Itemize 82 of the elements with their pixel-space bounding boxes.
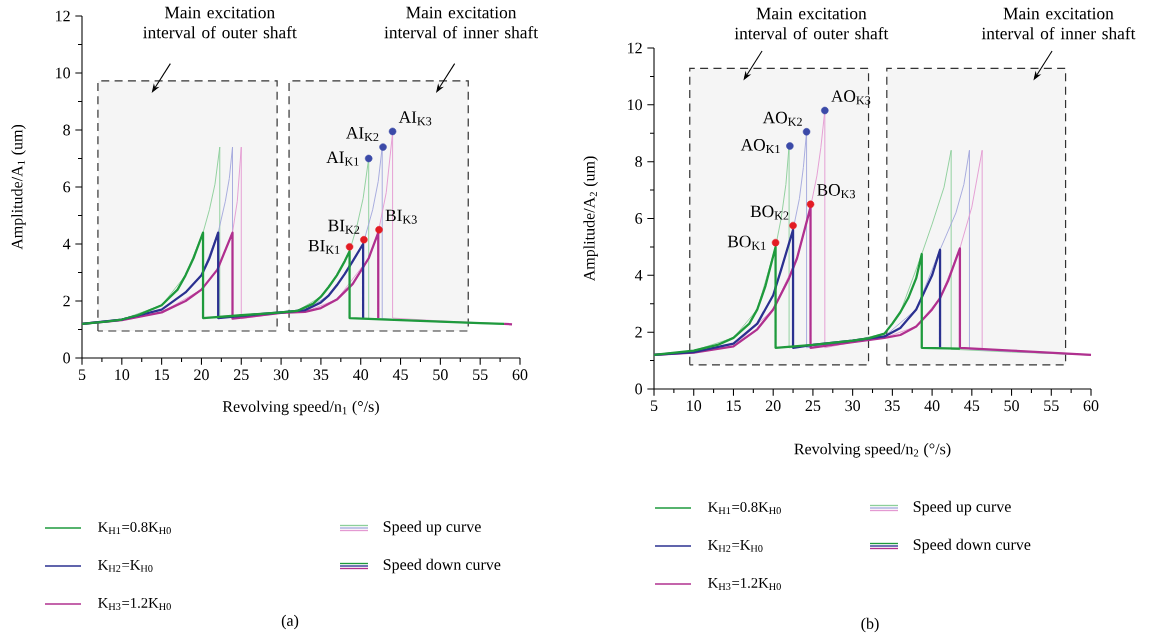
x-tick-label: 15	[155, 369, 170, 381]
x-axis-title: Revolving speed/n$_{1}$ (°/s)	[222, 400, 379, 416]
text: Speed down curve	[383, 558, 501, 574]
legend-label: K$_{H2}$=K$_{H0}$	[708, 540, 763, 552]
point	[786, 142, 794, 150]
y-tick-label: 12	[56, 10, 70, 22]
text: Speed up curve	[913, 500, 1011, 516]
legend-label: K$_{H3}$=1.2K$_{H0}$	[98, 598, 171, 610]
text: Speed up curve	[383, 520, 481, 536]
point	[388, 127, 397, 136]
x-tick-label: 45	[964, 400, 980, 412]
x-tick-label: 40	[353, 369, 369, 381]
point	[345, 243, 354, 251]
y-tick-label: 8	[63, 124, 71, 136]
annotation: AI$_{K2}$	[346, 127, 379, 142]
point	[364, 154, 373, 163]
y-tick-label: 8	[635, 156, 643, 168]
x-tick-label: 60	[512, 369, 528, 381]
point	[360, 235, 368, 244]
x-tick-label: 5	[78, 369, 86, 380]
y-tick-label: 6	[63, 181, 71, 193]
band-label: Main excitation interval of inner shaft	[384, 6, 538, 39]
annotation: BO$_{K1}$	[727, 235, 766, 250]
point	[789, 221, 797, 230]
x-tick-label: 50	[1004, 400, 1019, 412]
annotation: BO$_{K2}$	[750, 205, 789, 220]
x-axis-title: Revolving speed/n$_{2}$ (°/s)	[794, 443, 951, 458]
x-tick-label: 10	[687, 400, 702, 412]
x-tick-label: 60	[1083, 400, 1099, 412]
text: (b)	[861, 617, 879, 633]
x-tick-label: 20	[765, 400, 781, 412]
annotation: BI$_{K2}$	[328, 219, 360, 234]
y-tick-label: 12	[628, 42, 642, 54]
legend-label: K$_{H1}$=0.8K$_{H0}$	[98, 521, 171, 535]
band-label: Main excitation interval of outer shaft	[143, 6, 297, 39]
x-tick-label: 30	[845, 400, 861, 412]
x-tick-label: 15	[726, 400, 741, 412]
annotation: AI$_{K1}$	[326, 151, 359, 166]
annotation: BI$_{K3}$	[385, 209, 417, 224]
x-tick-label: 50	[433, 369, 448, 381]
x-tick-label: 55	[1044, 400, 1059, 411]
annotation: BO$_{K3}$	[817, 184, 855, 199]
x-tick-label: 30	[273, 369, 289, 381]
y-tick-label: 4	[634, 270, 643, 281]
y-tick-label: 10	[628, 99, 643, 111]
x-tick-label: 55	[473, 369, 488, 380]
y-axis-title: Amplitude/A$_{1}$ (um)	[11, 124, 26, 250]
legend-label: K$_{H2}$=K$_{H0}$	[98, 560, 153, 572]
legend-label: K$_{H1}$=0.8K$_{H0}$	[708, 501, 781, 515]
y-tick-label: 0	[63, 352, 71, 364]
x-tick-label: 40	[924, 400, 940, 412]
legend-label: K$_{H3}$=1.2K$_{H0}$	[708, 578, 781, 590]
point	[806, 200, 815, 209]
x-tick-label: 10	[115, 369, 130, 381]
point	[379, 143, 387, 151]
x-tick-label: 5	[650, 400, 658, 411]
y-tick-label: 0	[635, 383, 643, 395]
band-label: Main excitation interval of inner shaft	[981, 7, 1136, 40]
point	[771, 238, 780, 247]
annotation: AO$_{K2}$	[762, 111, 802, 126]
y-tick-label: 2	[635, 326, 642, 338]
y-tick-label: 6	[635, 213, 643, 224]
x-tick-label: 35	[885, 400, 900, 412]
y-tick-label: 2	[63, 295, 70, 307]
y-tick-label: 10	[56, 67, 70, 79]
x-tick-label: 25	[805, 400, 821, 412]
annotation: AI$_{K3}$	[398, 111, 432, 126]
x-tick-label: 35	[313, 369, 329, 381]
point	[375, 226, 383, 234]
point	[821, 106, 829, 115]
x-tick-label: 20	[194, 369, 209, 381]
band-label: Main excitation interval of outer shaft	[734, 7, 889, 40]
y-tick-label: 4	[62, 238, 71, 250]
x-tick-label: 45	[392, 369, 408, 381]
text: (a)	[281, 614, 299, 630]
y-axis-title: Amplitude/A$_{2}$ (um)	[583, 156, 598, 282]
annotation: AO$_{K3}$	[831, 90, 871, 105]
point	[802, 128, 811, 136]
annotation: AO$_{K1}$	[740, 139, 780, 154]
x-tick-label: 25	[233, 369, 249, 381]
annotation: BI$_{K1}$	[308, 239, 340, 254]
text: Speed down curve	[913, 538, 1031, 554]
